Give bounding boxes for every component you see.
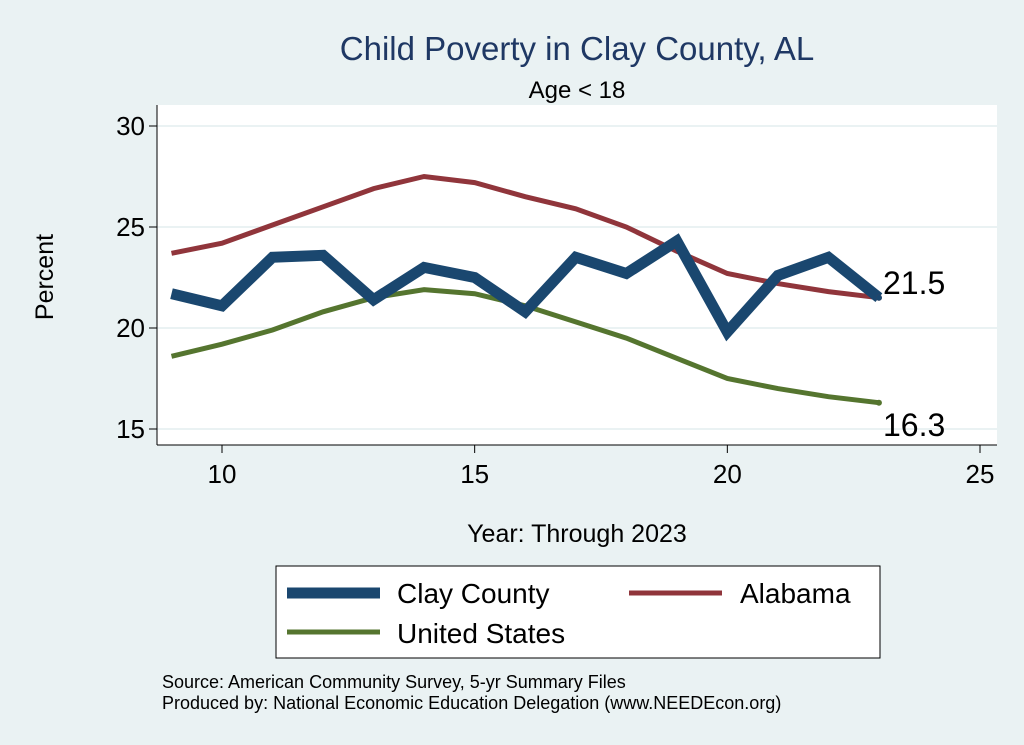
legend-label-alabama: Alabama — [740, 578, 851, 609]
y-tick-label-25: 25 — [116, 212, 145, 242]
legend: Clay County Alabama United States — [275, 565, 881, 659]
producer-note: Produced by: National Economic Education… — [162, 693, 781, 713]
series-lines — [170, 173, 883, 406]
end-label-clay-county: 21.5 — [883, 265, 945, 301]
x-tick-label-10: 10 — [208, 459, 237, 489]
x-axis-ticks: 10 15 20 25 — [208, 445, 995, 489]
y-tick-label-30: 30 — [116, 111, 145, 141]
end-markers — [875, 294, 882, 406]
end-label-united-states: 16.3 — [883, 407, 945, 443]
end-marker-united-states — [875, 399, 882, 406]
plot-area — [157, 105, 997, 445]
series-line-clay-county — [170, 233, 883, 342]
gridlines — [157, 125, 997, 430]
x-tick-label-15: 15 — [460, 459, 489, 489]
y-axis-title: Percent — [31, 234, 59, 320]
end-marker-clay-county — [875, 294, 882, 301]
chart-subtitle: Age < 18 — [529, 77, 626, 104]
y-tick-label-15: 15 — [116, 414, 145, 444]
x-axis-title: Year: Through 2023 — [467, 520, 687, 548]
legend-label-united-states: United States — [397, 618, 565, 649]
y-tick-label-20: 20 — [116, 313, 145, 343]
series-line-alabama — [171, 173, 880, 301]
source-note: Source: American Community Survey, 5-yr … — [162, 672, 626, 692]
legend-label-clay-county: Clay County — [397, 578, 550, 609]
y-axis-ticks: 15 20 25 30 — [116, 111, 157, 444]
chart-title: Child Poverty in Clay County, AL — [340, 30, 814, 67]
x-tick-label-20: 20 — [713, 459, 742, 489]
x-tick-label-25: 25 — [966, 459, 995, 489]
legend-box — [275, 565, 881, 659]
